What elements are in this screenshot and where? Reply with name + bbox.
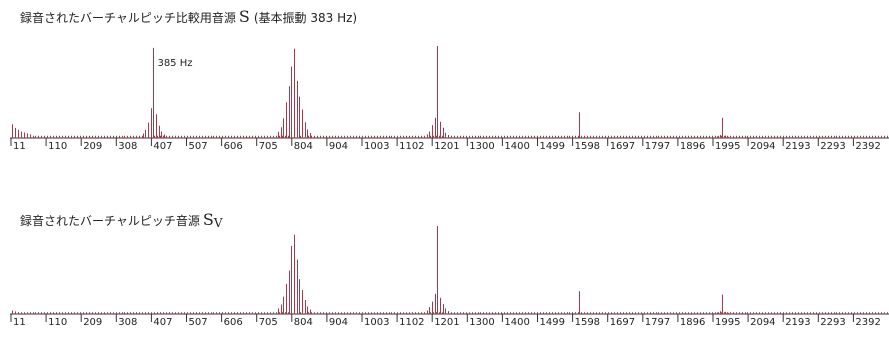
x-tick-label: 11: [13, 317, 26, 328]
x-tick-label: 1300: [469, 141, 494, 152]
spectrum-bars: [12, 226, 888, 314]
x-tick-label: 1003: [364, 317, 389, 328]
x-tick-label: 1400: [504, 141, 529, 152]
x-tick-label: 407: [153, 141, 172, 152]
x-tick-label: 209: [83, 141, 102, 152]
chart-2-title: 録音されたバーチャルピッチ音源 SV: [20, 210, 223, 230]
x-tick-label: 2094: [750, 141, 775, 152]
x-tick-label: 705: [259, 141, 278, 152]
x-tick-label: 804: [294, 141, 313, 152]
x-tick-label: 1896: [680, 141, 705, 152]
x-tick-label: 606: [224, 317, 243, 328]
x-tick-label: 507: [189, 141, 208, 152]
x-tick-label: 1697: [610, 141, 635, 152]
x-tick-label: 2193: [785, 141, 810, 152]
x-tick-label: 308: [118, 141, 137, 152]
chart-1-symbol: S: [238, 7, 250, 26]
x-tick-label: 1201: [434, 317, 459, 328]
x-tick-label: 507: [189, 317, 208, 328]
x-tick-label: 407: [153, 317, 172, 328]
x-tick-label: 308: [118, 317, 137, 328]
x-tick-label: 904: [329, 141, 348, 152]
x-tick-label: 1102: [399, 141, 424, 152]
x-tick-label: 110: [48, 141, 67, 152]
x-tick-label: 110: [48, 317, 67, 328]
x-tick-label: 11: [13, 141, 26, 152]
x-tick-label: 2193: [785, 317, 810, 328]
x-tick-label: 1598: [575, 141, 600, 152]
peak-annotation: 385 Hz: [157, 58, 192, 69]
chart-1-title-text: 録音されたバーチャルピッチ比較用音源: [20, 11, 236, 25]
x-tick-label: 2392: [855, 141, 880, 152]
spectrum-bars: [12, 46, 888, 138]
x-tick-label: 606: [224, 141, 243, 152]
chart-2-symbol: SV: [202, 210, 223, 230]
x-tick-label: 1300: [469, 317, 494, 328]
chart-1-subtitle: (基本振動 383 Hz): [253, 11, 358, 25]
x-tick-label: 1499: [540, 141, 565, 152]
x-tick-label: 804: [294, 317, 313, 328]
x-tick-label: 1896: [680, 317, 705, 328]
x-tick-label: 2094: [750, 317, 775, 328]
x-tick-label: 705: [259, 317, 278, 328]
x-tick-label: 2293: [820, 141, 845, 152]
x-tick-label: 1102: [399, 317, 424, 328]
x-tick-label: 1995: [715, 317, 740, 328]
x-tick-label: 1995: [715, 141, 740, 152]
x-tick-label: 1499: [540, 317, 565, 328]
chart-2-title-text: 録音されたバーチャルピッチ音源: [20, 214, 200, 228]
x-tick-label: 2293: [820, 317, 845, 328]
x-tick-label: 1797: [645, 317, 670, 328]
x-tick-label: 904: [329, 317, 348, 328]
chart-1-plot: 11 110 209 308 407 507 606 705 804 904 1003 1102 120…: [10, 46, 889, 152]
x-tick-label: 1797: [645, 141, 670, 152]
chart-1-title: 録音されたバーチャルピッチ比較用音源 S (基本振動 383 Hz): [20, 7, 357, 26]
x-tick-label: 2392: [855, 317, 880, 328]
x-tick-label: 209: [83, 317, 102, 328]
x-tick-label: 1400: [504, 317, 529, 328]
x-tick-label: 1201: [434, 141, 459, 152]
chart-2-plot: 11 110 209 308 407 507 606 705 804 904 1003 1102 120…: [10, 226, 889, 328]
x-tick-label: 1598: [575, 317, 600, 328]
x-tick-label: 1003: [364, 141, 389, 152]
x-tick-label: 1697: [610, 317, 635, 328]
